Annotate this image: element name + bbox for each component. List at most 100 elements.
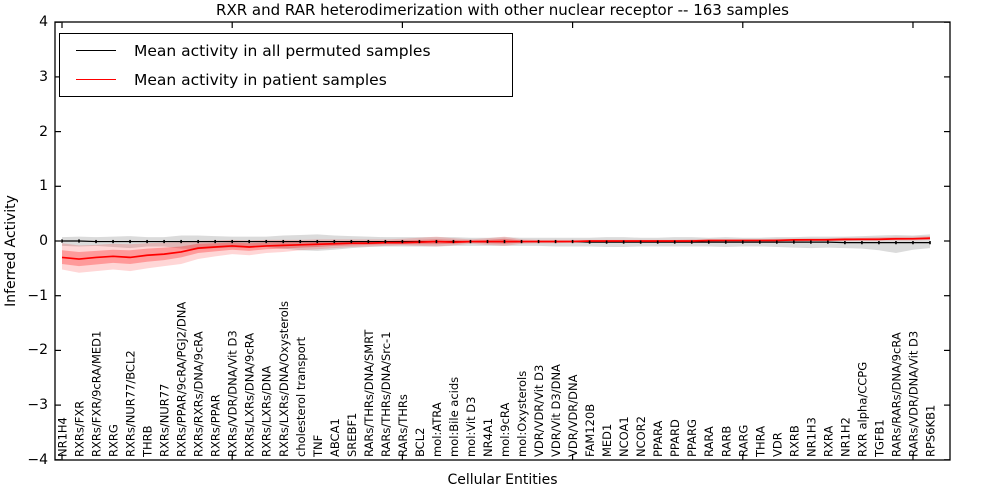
x-tick-label: RARA	[702, 426, 716, 457]
x-tick-label: RXRB	[787, 425, 801, 457]
category-marker	[78, 239, 80, 243]
x-tick-label: RXRA	[821, 426, 835, 457]
x-tick-label: mol:Vit D3	[464, 397, 478, 457]
legend-item-patient: Mean activity in patient samples	[60, 70, 512, 90]
x-tick-label: FAM120B	[583, 404, 597, 457]
category-marker	[690, 240, 693, 244]
x-tick-label: RXRs/FXR/9cRA/MED1	[90, 331, 104, 457]
x-tick-label: NR4A1	[481, 418, 495, 457]
y-tick-label: 2	[39, 123, 48, 140]
legend-label-patient: Mean activity in patient samples	[134, 70, 387, 89]
category-marker	[401, 239, 404, 244]
y-tick-label: 4	[39, 14, 48, 31]
category-marker	[197, 239, 199, 244]
category-marker	[588, 240, 591, 244]
category-marker	[265, 239, 268, 244]
category-marker	[367, 239, 370, 244]
permuted-band	[62, 234, 930, 254]
x-tick-label: NR1H4	[56, 417, 70, 457]
x-tick-label: RXRs/FXR	[73, 401, 87, 457]
x-tick-label: VDR/VDR/DNA	[566, 374, 580, 457]
category-marker	[129, 239, 131, 244]
category-marker	[486, 239, 489, 244]
category-marker	[231, 239, 233, 244]
category-marker	[844, 241, 846, 245]
category-marker	[384, 239, 387, 244]
category-marker	[724, 240, 727, 244]
y-tick-label: −2	[27, 342, 48, 359]
category-marker	[214, 239, 216, 244]
x-tick-label: THRB	[141, 425, 155, 458]
x-tick-label: mol:Bile acids	[447, 377, 461, 457]
y-tick-label: −3	[27, 397, 48, 414]
x-tick-label: NCOA1	[617, 416, 631, 457]
category-marker	[248, 239, 251, 244]
category-marker	[878, 241, 880, 245]
x-tick-label: PPARD	[668, 419, 682, 457]
category-marker	[673, 240, 676, 244]
x-tick-label: NR1H2	[838, 417, 852, 457]
category-marker	[827, 240, 829, 244]
category-marker	[146, 239, 148, 244]
x-tick-label: RXRs/LXRs/DNA	[260, 366, 274, 457]
x-tick-label: RARs/THRs/DNA/Src-1	[379, 331, 393, 457]
x-tick-label: TNF	[311, 435, 325, 458]
x-tick-label: BCL2	[413, 428, 427, 457]
category-marker	[282, 239, 285, 244]
x-tick-label: VDR	[770, 432, 784, 457]
category-marker	[61, 239, 63, 243]
y-tick-label: 1	[39, 178, 48, 195]
category-marker	[112, 239, 114, 244]
x-tick-label: RXRs/NUR77/BCL2	[124, 350, 138, 457]
x-tick-label: cholesterol transport	[294, 337, 308, 457]
category-marker	[452, 239, 455, 244]
category-marker	[537, 239, 540, 244]
x-tick-label: mol:9cRA	[498, 403, 512, 457]
x-tick-label: RXRs/LXRs/DNA/Oxysterols	[277, 301, 291, 457]
y-tick-label: 0	[39, 233, 48, 249]
category-marker	[656, 240, 659, 244]
y-tick-label: −1	[27, 287, 48, 304]
category-marker	[180, 239, 182, 244]
x-tick-label: SREBF1	[345, 413, 359, 457]
x-tick-label: RXR alpha/CCPG	[855, 362, 869, 457]
category-marker	[810, 240, 812, 244]
category-marker	[571, 239, 574, 244]
category-marker	[469, 239, 472, 244]
category-marker	[418, 239, 421, 244]
category-marker	[316, 239, 319, 244]
x-tick-label: TGFB1	[872, 419, 886, 458]
category-marker	[639, 240, 642, 244]
x-tick-label: PPARA	[651, 420, 665, 457]
x-tick-label: PPARG	[685, 419, 699, 457]
patient-band-inner	[62, 237, 930, 267]
x-tick-label: RARs/THRs	[396, 394, 410, 457]
x-tick-label: VDR/VDR/Vit D3	[532, 365, 546, 457]
x-tick-label: RXRs/PPAR/9cRA/PGJ2/DNA	[175, 302, 189, 457]
x-tick-label: RXRs/LXRs/DNA/9cRA	[243, 333, 257, 457]
x-axis-label: Cellular Entities	[447, 472, 558, 488]
x-tick-label: ABCA1	[328, 418, 342, 457]
category-marker	[520, 239, 523, 244]
category-marker	[95, 239, 97, 244]
category-marker	[333, 239, 336, 244]
y-tick-label: 3	[39, 68, 48, 85]
x-tick-label: RARG	[736, 425, 750, 457]
x-tick-label: THRA	[753, 426, 767, 458]
y-tick-label: −4	[27, 451, 48, 468]
permuted-line-swatch	[76, 50, 116, 51]
category-marker	[622, 240, 625, 244]
x-tick-label: VDR/Vit D3/DNA	[549, 364, 563, 457]
legend: Mean activity in all permuted samples Me…	[59, 33, 513, 97]
category-marker	[163, 239, 165, 244]
category-marker	[299, 239, 302, 244]
patient-line-swatch	[76, 79, 116, 80]
legend-item-permuted: Mean activity in all permuted samples	[60, 41, 512, 61]
category-marker	[605, 240, 608, 244]
x-tick-label: RPS6KB1	[924, 405, 938, 457]
x-tick-label: RXRG	[107, 424, 121, 457]
x-tick-label: NR1H3	[804, 417, 818, 457]
category-marker	[861, 241, 863, 245]
category-marker	[707, 240, 710, 244]
category-marker	[895, 241, 897, 245]
